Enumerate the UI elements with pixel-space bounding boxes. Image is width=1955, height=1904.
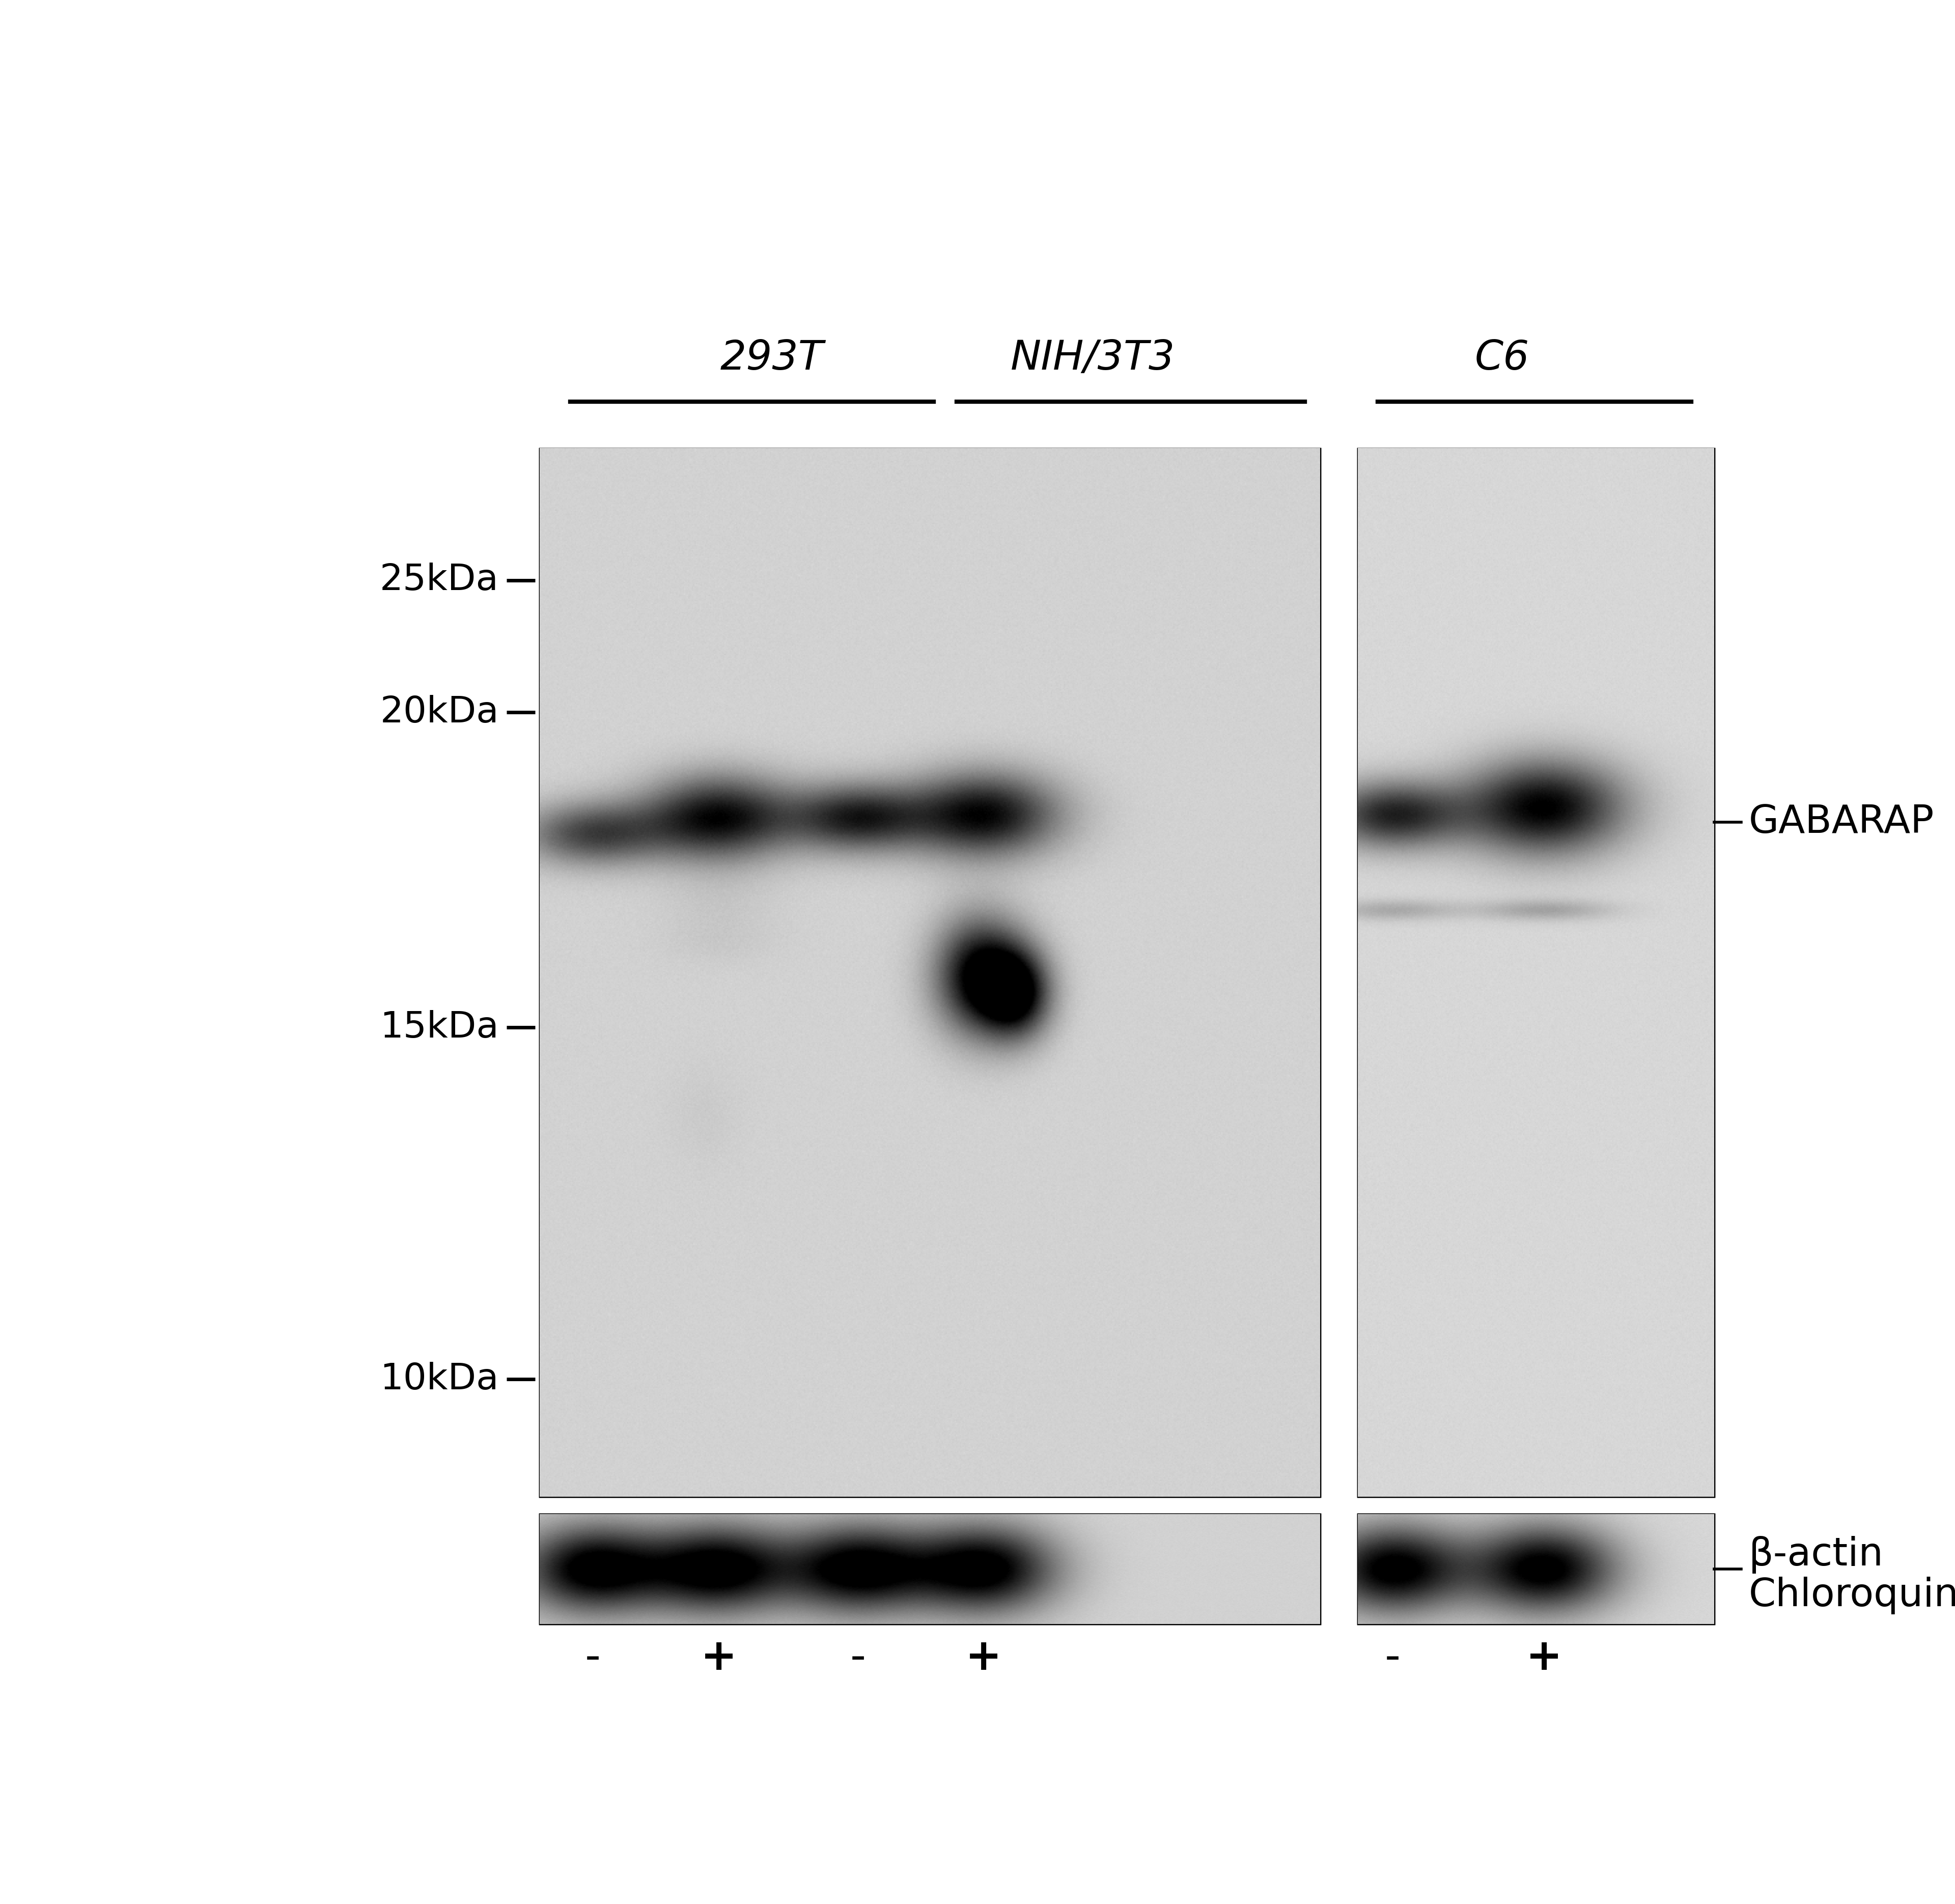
Text: 293T: 293T <box>719 339 823 379</box>
Text: +: + <box>1527 1637 1562 1679</box>
Text: 20kDa: 20kDa <box>379 695 499 729</box>
Text: NIH/3T3: NIH/3T3 <box>1011 339 1175 379</box>
Bar <box>540 1514 1320 1624</box>
Text: Chloroquine: Chloroquine <box>1750 1577 1955 1615</box>
Text: 15kDa: 15kDa <box>379 1009 499 1045</box>
Text: +: + <box>966 1637 1003 1679</box>
Bar <box>1359 449 1715 1497</box>
Bar <box>540 1514 1320 1624</box>
Text: GABARAP: GABARAP <box>1750 803 1933 842</box>
Text: β-actin: β-actin <box>1750 1537 1885 1573</box>
Bar <box>1359 449 1715 1497</box>
Text: +: + <box>700 1637 737 1679</box>
Text: 10kDa: 10kDa <box>379 1361 499 1398</box>
Bar <box>1359 1514 1715 1624</box>
Text: -: - <box>1384 1637 1402 1679</box>
Bar <box>540 449 1320 1497</box>
Text: C6: C6 <box>1474 339 1529 379</box>
Bar <box>1359 1514 1715 1624</box>
Text: 25kDa: 25kDa <box>379 564 499 598</box>
Bar <box>540 449 1320 1497</box>
Text: -: - <box>585 1637 600 1679</box>
Text: -: - <box>850 1637 866 1679</box>
